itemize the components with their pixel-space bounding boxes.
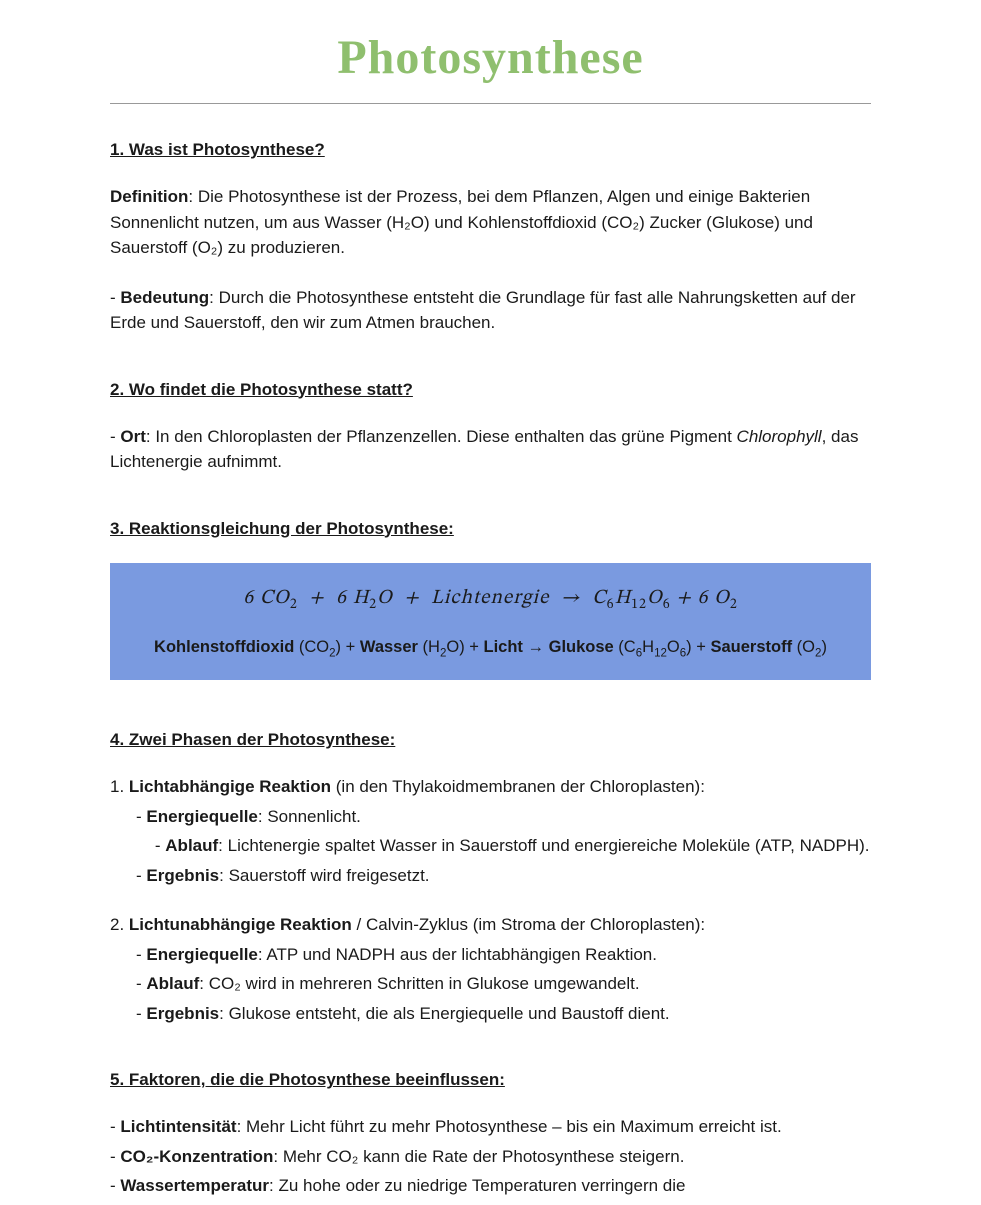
bedeutung-label: Bedeutung (120, 288, 209, 307)
phase-2-loc: / Calvin-Zyklus (im Stroma der Chloropla… (352, 915, 705, 934)
definition-text: : Die Photosynthese ist der Prozess, bei… (110, 187, 813, 257)
phase-1-line: 1. Lichtabhängige Reaktion (in den Thyla… (110, 774, 871, 800)
definition-paragraph: Definition: Die Photosynthese ist der Pr… (110, 184, 871, 261)
definition-label: Definition (110, 187, 188, 206)
phase-1-ergebnis: - Ergebnis: Sauerstoff wird freigesetzt. (110, 863, 871, 889)
phase-1-title: Lichtabhängige Reaktion (129, 777, 331, 796)
ort-paragraph: - Ort: In den Chloroplasten der Pflanzen… (110, 424, 871, 475)
phase-1-num: 1. (110, 777, 129, 796)
equation-words: Kohlenstoffdioxid (CO2) + Wasser (H2O) +… (132, 633, 849, 664)
chlorophyll-italic: Chlorophyll (737, 427, 822, 446)
bedeutung-text: : Durch die Photosynthese entsteht die G… (110, 288, 856, 333)
phase-1-loc: (in den Thylakoidmembranen der Chloropla… (331, 777, 705, 796)
phase-2-num: 2. (110, 915, 129, 934)
phase-1-energiequelle: - Energiequelle: Sonnenlicht. (110, 804, 871, 830)
title-divider (110, 103, 871, 104)
factor-co2: - CO₂-Konzentration: Mehr CO₂ kann die R… (110, 1144, 871, 1170)
bedeutung-paragraph: - Bedeutung: Durch die Photosynthese ent… (110, 285, 871, 336)
phase-2-ergebnis: - Ergebnis: Glukose entsteht, die als En… (110, 1001, 871, 1027)
phase-2-energiequelle: - Energiequelle: ATP und NADPH aus der l… (110, 942, 871, 968)
ort-label: Ort (120, 427, 146, 446)
page-title: Photosynthese (110, 30, 871, 85)
document-page: Photosynthese 1. Was ist Photosynthese? … (0, 0, 981, 1199)
section-heading-2: 2. Wo findet die Photosynthese statt? (110, 380, 871, 400)
phase-2-line: 2. Lichtunabhängige Reaktion / Calvin-Zy… (110, 912, 871, 938)
section-heading-4: 4. Zwei Phasen der Photosynthese: (110, 730, 871, 750)
phase-2-ablauf: - Ablauf: CO₂ wird in mehreren Schritten… (110, 971, 871, 997)
phase-1-ablauf: - Ablauf: Lichtenergie spaltet Wasser in… (110, 833, 871, 859)
equation-math: 6 CO2 + 6 H2O + Lichtenergie → C6H12O6 +… (132, 581, 849, 618)
phase-2-title: Lichtunabhängige Reaktion (129, 915, 352, 934)
ort-text-1: : In den Chloroplasten der Pflanzenzelle… (146, 427, 737, 446)
equation-box: 6 CO2 + 6 H2O + Lichtenergie → C6H12O6 +… (110, 563, 871, 681)
section-heading-5: 5. Faktoren, die die Photosynthese beein… (110, 1070, 871, 1090)
section-heading-1: 1. Was ist Photosynthese? (110, 140, 871, 160)
section-heading-3: 3. Reaktionsgleichung der Photosynthese: (110, 519, 871, 539)
factor-temp: - Wassertemperatur: Zu hohe oder zu nied… (110, 1173, 871, 1199)
factor-licht: - Lichtintensität: Mehr Licht führt zu m… (110, 1114, 871, 1140)
